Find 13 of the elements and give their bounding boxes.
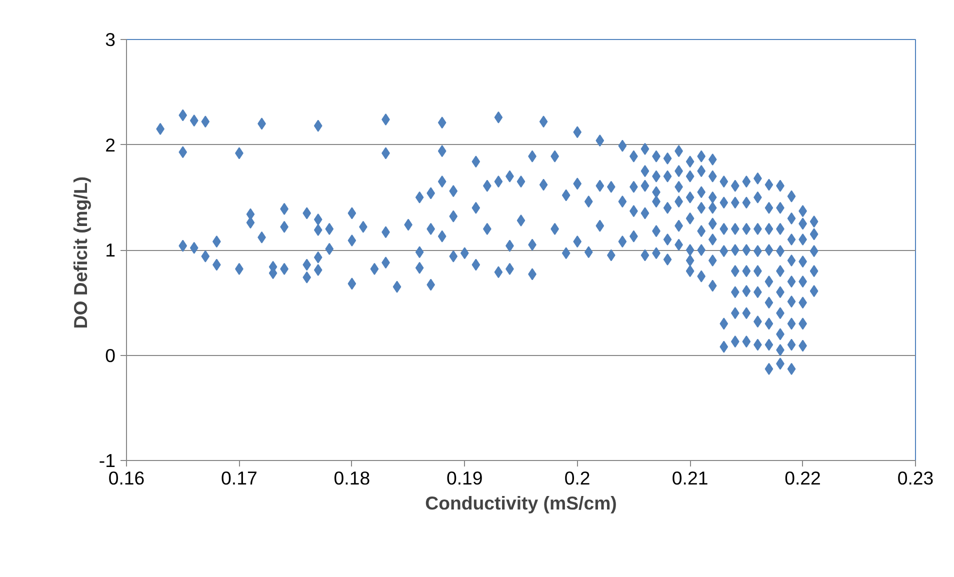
x-tick-label: 0.22 (784, 468, 821, 488)
y-tick-label: 2 (105, 134, 116, 156)
x-tick-label: 0.17 (221, 468, 258, 488)
x-axis-title: Conductivity (mS/cm) (425, 492, 617, 514)
x-tick-label: 0.18 (334, 468, 370, 488)
x-tick-label: 0.19 (446, 468, 483, 488)
y-axis-title: DO Deficit (mg/L) (70, 176, 91, 329)
y-tick-label: 3 (105, 29, 116, 50)
y-tick-label: 0 (105, 344, 116, 366)
y-tick-label: 1 (105, 240, 116, 260)
x-tick-label: 0.23 (897, 468, 934, 488)
x-tick-label: 0.21 (672, 468, 708, 488)
x-tick-label: 0.2 (564, 468, 590, 488)
